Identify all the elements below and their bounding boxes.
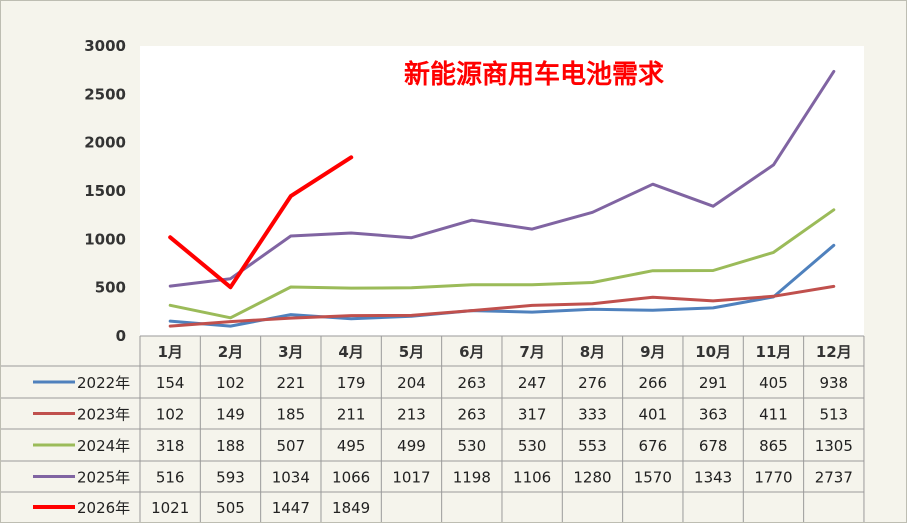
data-label: 1343 bbox=[694, 469, 732, 487]
data-label: 411 bbox=[759, 406, 788, 424]
y-tick-label: 3000 bbox=[84, 37, 126, 55]
data-label: 247 bbox=[518, 374, 547, 392]
data-label: 333 bbox=[578, 406, 607, 424]
plot-area bbox=[140, 46, 864, 336]
series-line bbox=[168, 155, 354, 290]
data-label: 1447 bbox=[272, 499, 310, 517]
x-tick-label: 5月 bbox=[399, 343, 424, 361]
data-label: 1034 bbox=[272, 469, 310, 487]
data-label: 593 bbox=[216, 469, 245, 487]
series-lines bbox=[168, 69, 836, 328]
y-tick-label: 1000 bbox=[84, 230, 126, 248]
data-label: 149 bbox=[216, 406, 245, 424]
series-line bbox=[168, 284, 836, 328]
data-table: 1月 2月 3月 4月 5月 6月 7月 8月 9月 10月 11月 12月 2022年 154 102 22… bbox=[1, 335, 865, 522]
data-label: 530 bbox=[457, 437, 486, 455]
data-label: 185 bbox=[277, 406, 306, 424]
data-label: 1066 bbox=[332, 469, 370, 487]
data-label: 530 bbox=[518, 437, 547, 455]
y-tick-label: 2500 bbox=[84, 85, 126, 103]
data-label: 505 bbox=[216, 499, 245, 517]
data-label: 1106 bbox=[513, 469, 551, 487]
data-label: 102 bbox=[156, 406, 185, 424]
legend-label: 2023年 bbox=[77, 406, 130, 424]
data-label: 865 bbox=[759, 437, 788, 455]
data-label: 495 bbox=[337, 437, 366, 455]
x-tick-label: 2月 bbox=[218, 343, 243, 361]
x-tick-label: 10月 bbox=[695, 343, 731, 361]
legend-label: 2026年 bbox=[77, 499, 130, 517]
data-label: 263 bbox=[457, 406, 486, 424]
data-label: 513 bbox=[819, 406, 848, 424]
legend-label: 2025年 bbox=[77, 469, 130, 487]
x-tick-label: 6月 bbox=[459, 343, 484, 361]
data-label: 102 bbox=[216, 374, 245, 392]
data-label: 213 bbox=[397, 406, 426, 424]
data-label: 405 bbox=[759, 374, 788, 392]
data-label: 318 bbox=[156, 437, 185, 455]
legend-label: 2022年 bbox=[77, 374, 130, 392]
series-line bbox=[168, 243, 836, 328]
chart-title: 新能源商用车电池需求 bbox=[404, 59, 664, 90]
x-tick-label: 12月 bbox=[816, 343, 852, 361]
data-label: 211 bbox=[337, 406, 366, 424]
y-tick-label: 2000 bbox=[84, 134, 126, 152]
data-label: 1770 bbox=[754, 469, 792, 487]
data-label: 221 bbox=[277, 374, 306, 392]
data-label: 1305 bbox=[815, 437, 853, 455]
y-tick-label: 0 bbox=[116, 327, 126, 345]
data-label: 516 bbox=[156, 469, 185, 487]
x-tick-label: 8月 bbox=[580, 343, 605, 361]
data-label: 188 bbox=[216, 437, 245, 455]
data-label: 291 bbox=[699, 374, 728, 392]
data-label: 1017 bbox=[392, 469, 430, 487]
data-label: 1570 bbox=[634, 469, 672, 487]
data-label: 499 bbox=[397, 437, 426, 455]
data-label: 154 bbox=[156, 374, 185, 392]
data-label: 1849 bbox=[332, 499, 370, 517]
data-label: 938 bbox=[819, 374, 848, 392]
legend-label: 2024年 bbox=[77, 437, 130, 455]
data-label: 1280 bbox=[573, 469, 611, 487]
data-label: 276 bbox=[578, 374, 607, 392]
series-line bbox=[168, 208, 836, 320]
data-label: 507 bbox=[277, 437, 306, 455]
data-label: 263 bbox=[457, 374, 486, 392]
data-label: 363 bbox=[699, 406, 728, 424]
x-tick-label: 1月 bbox=[157, 343, 182, 361]
data-label: 204 bbox=[397, 374, 426, 392]
y-tick-label: 1500 bbox=[84, 182, 126, 200]
data-label: 2737 bbox=[815, 469, 853, 487]
data-label: 1198 bbox=[453, 469, 491, 487]
series-line bbox=[168, 69, 836, 288]
x-tick-label: 7月 bbox=[519, 343, 544, 361]
y-tick-label: 500 bbox=[95, 279, 126, 297]
data-label: 179 bbox=[337, 374, 366, 392]
x-tick-label: 3月 bbox=[278, 343, 303, 361]
x-tick-label: 11月 bbox=[756, 343, 792, 361]
data-label: 317 bbox=[518, 406, 547, 424]
data-label: 266 bbox=[638, 374, 667, 392]
x-tick-label: 9月 bbox=[640, 343, 665, 361]
data-label: 678 bbox=[699, 437, 728, 455]
data-label: 401 bbox=[638, 406, 667, 424]
x-tick-label: 4月 bbox=[338, 343, 363, 361]
data-label: 1021 bbox=[151, 499, 189, 517]
data-label: 676 bbox=[638, 437, 667, 455]
data-label: 553 bbox=[578, 437, 607, 455]
y-axis: 0 500 1000 1500 2000 2500 3000 bbox=[84, 37, 126, 345]
